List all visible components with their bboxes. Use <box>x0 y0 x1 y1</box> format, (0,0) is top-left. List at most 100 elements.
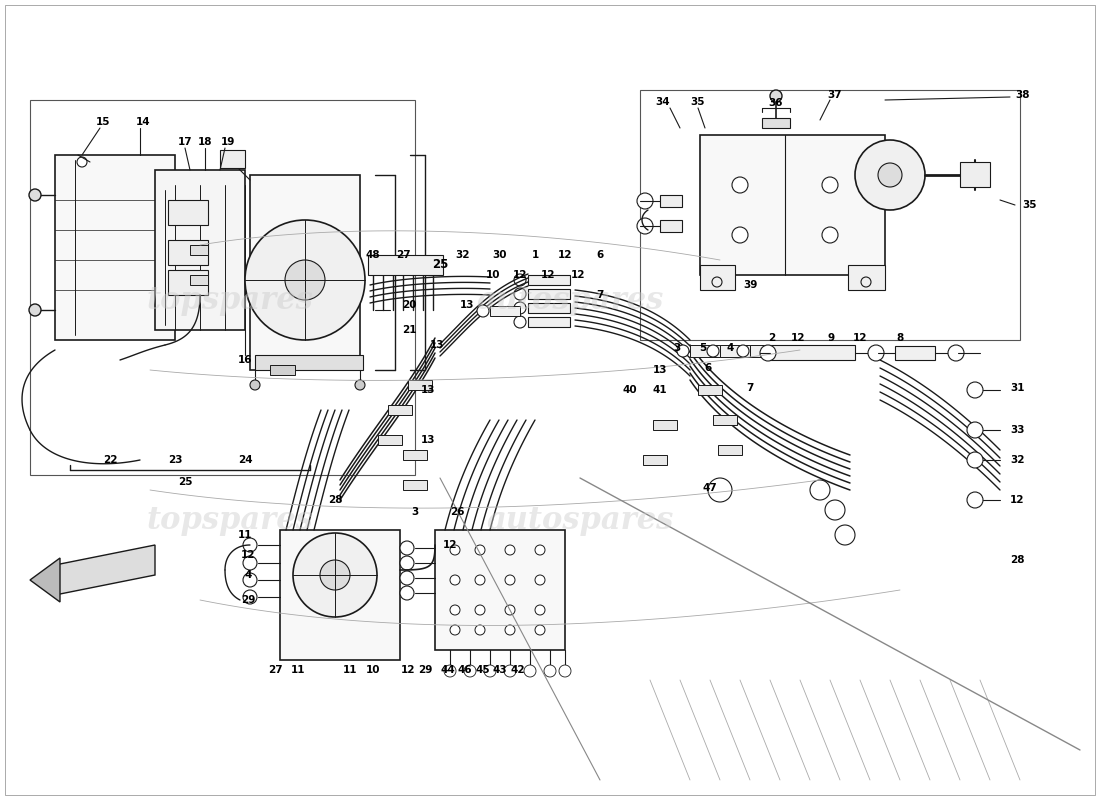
Bar <box>388 405 412 415</box>
Bar <box>378 435 402 445</box>
Text: 40: 40 <box>623 385 637 395</box>
Bar <box>190 245 208 255</box>
Circle shape <box>243 556 257 570</box>
Circle shape <box>514 288 526 300</box>
Circle shape <box>250 380 260 390</box>
Text: 9: 9 <box>827 333 835 343</box>
Circle shape <box>514 316 526 328</box>
Circle shape <box>822 177 838 193</box>
Text: 12: 12 <box>442 540 458 550</box>
Bar <box>700 135 886 275</box>
Circle shape <box>535 545 544 555</box>
Text: 6: 6 <box>704 363 712 373</box>
Text: 12: 12 <box>1010 495 1024 505</box>
Circle shape <box>737 345 749 357</box>
Text: 10: 10 <box>486 270 500 280</box>
Text: 29: 29 <box>241 595 255 605</box>
Bar <box>653 420 676 430</box>
Text: 36: 36 <box>769 98 783 108</box>
Circle shape <box>29 189 41 201</box>
Circle shape <box>868 345 884 361</box>
Bar <box>660 195 682 207</box>
Bar <box>220 150 245 168</box>
Text: 8: 8 <box>896 333 903 343</box>
Circle shape <box>967 422 983 438</box>
Circle shape <box>676 345 689 357</box>
Text: 13: 13 <box>460 300 474 310</box>
Text: 30: 30 <box>493 250 507 260</box>
Text: autospares: autospares <box>486 505 673 535</box>
Circle shape <box>285 260 324 300</box>
Text: topspares: topspares <box>146 505 314 535</box>
Circle shape <box>825 500 845 520</box>
Text: 39: 39 <box>742 280 757 290</box>
Circle shape <box>967 492 983 508</box>
Text: 26: 26 <box>450 507 464 517</box>
Text: 37: 37 <box>827 90 843 100</box>
Circle shape <box>835 525 855 545</box>
Text: 13: 13 <box>430 340 444 350</box>
Circle shape <box>444 665 456 677</box>
Text: topspares: topspares <box>146 285 314 315</box>
Bar <box>762 118 790 128</box>
Circle shape <box>637 193 653 209</box>
Circle shape <box>535 625 544 635</box>
Bar <box>270 365 295 375</box>
Text: 14: 14 <box>135 117 151 127</box>
Text: 12: 12 <box>571 270 585 280</box>
Text: 17: 17 <box>178 137 192 147</box>
Text: 44: 44 <box>441 665 455 675</box>
Text: 20: 20 <box>402 300 417 310</box>
Bar <box>718 445 743 455</box>
Text: 31: 31 <box>1010 383 1024 393</box>
Circle shape <box>822 227 838 243</box>
Text: 12: 12 <box>852 333 867 343</box>
Bar <box>155 170 245 330</box>
Text: 25: 25 <box>432 258 449 271</box>
Circle shape <box>464 665 476 677</box>
Text: 4: 4 <box>244 570 252 580</box>
Bar <box>434 530 565 650</box>
Circle shape <box>505 545 515 555</box>
Text: 13: 13 <box>420 435 436 445</box>
Circle shape <box>707 345 719 357</box>
Text: 16: 16 <box>238 355 252 365</box>
Circle shape <box>708 478 732 502</box>
Circle shape <box>245 220 365 340</box>
Text: 33: 33 <box>1010 425 1024 435</box>
Text: 12: 12 <box>791 333 805 343</box>
Circle shape <box>77 157 87 167</box>
Text: 13: 13 <box>420 385 436 395</box>
Circle shape <box>535 605 544 615</box>
Circle shape <box>855 140 925 210</box>
Text: 3: 3 <box>411 507 419 517</box>
Text: 29: 29 <box>418 665 432 675</box>
Circle shape <box>400 541 414 555</box>
Text: 13: 13 <box>652 365 668 375</box>
Text: 24: 24 <box>238 455 252 465</box>
Bar <box>960 162 990 187</box>
Circle shape <box>450 575 460 585</box>
Circle shape <box>475 545 485 555</box>
Text: 18: 18 <box>198 137 212 147</box>
Text: 48: 48 <box>365 250 381 260</box>
Text: 32: 32 <box>1010 455 1024 465</box>
Text: 46: 46 <box>458 665 472 675</box>
Text: 11: 11 <box>343 665 358 675</box>
Circle shape <box>243 573 257 587</box>
Text: 2: 2 <box>769 333 776 343</box>
Circle shape <box>535 575 544 585</box>
Circle shape <box>450 545 460 555</box>
Bar <box>168 200 208 225</box>
Text: 21: 21 <box>402 325 417 335</box>
Bar <box>660 220 682 232</box>
Bar <box>750 345 780 357</box>
Bar <box>690 345 721 357</box>
Bar <box>490 306 520 316</box>
Bar <box>403 480 427 490</box>
Text: 34: 34 <box>656 97 670 107</box>
Text: 42: 42 <box>510 665 526 675</box>
Circle shape <box>400 571 414 585</box>
Circle shape <box>475 605 485 615</box>
Bar <box>640 90 1020 340</box>
